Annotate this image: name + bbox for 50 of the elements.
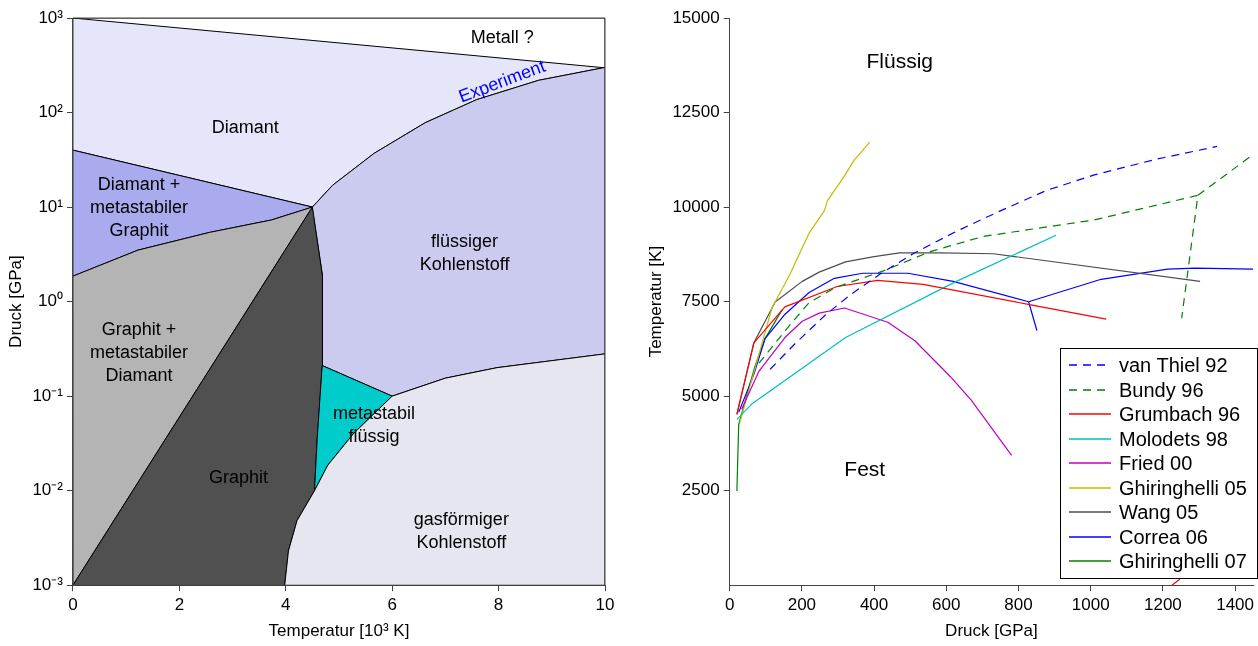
- x-tick-label: 1000: [1071, 595, 1110, 615]
- x-tick-label: 1400: [1216, 595, 1254, 615]
- legend-label: Grumbach 96: [1119, 402, 1241, 427]
- x-tick-label: 6: [387, 595, 397, 615]
- x-tick-label: 10: [595, 595, 615, 615]
- legend-label: Ghiringhelli 07: [1119, 549, 1247, 574]
- y-tick-label: 5000: [681, 385, 720, 405]
- annotation: Graphit + metastabiler Diamant: [89, 318, 188, 385]
- y-tick-label: 10⁰: [38, 291, 63, 311]
- y-tick-label: 10¹: [38, 196, 64, 216]
- legend-label: Molodets 98: [1119, 426, 1228, 452]
- y-tick-label: 10⁻³: [32, 574, 64, 594]
- annotation: gasförmiger Kohlenstoff: [413, 508, 509, 552]
- x-tick-label: 1200: [1143, 595, 1182, 615]
- y-tick-label: 7500: [681, 291, 720, 311]
- y-axis-title: Druck [GPa]: [5, 255, 25, 348]
- legend-label: Ghiringhelli 05: [1119, 475, 1247, 501]
- y-tick-label: 10⁻²: [32, 480, 64, 500]
- y-tick-label: 10²: [38, 102, 64, 122]
- y-tick-label: 10³: [38, 7, 64, 27]
- annotation: metastabil flüssig: [333, 403, 416, 447]
- x-tick-label: 200: [787, 595, 817, 615]
- x-tick-label: 800: [1004, 595, 1033, 615]
- x-tick-label: 2: [174, 595, 185, 615]
- legend-label: Correa 06: [1119, 524, 1208, 550]
- x-tick-label: 0: [68, 595, 78, 615]
- annotation: Diamant + metastabiler Graphit: [89, 173, 188, 240]
- legend-label: Wang 05: [1119, 500, 1199, 525]
- x-tick-label: 400: [859, 595, 889, 615]
- y-tick-label: 12500: [672, 102, 720, 122]
- x-tick-label: 4: [281, 595, 291, 615]
- legend-label: Bundy 96: [1119, 377, 1204, 403]
- y-tick-label: 10000: [672, 196, 720, 216]
- legend-label: Fried 00: [1119, 451, 1193, 476]
- legend-label: van Thiel 92: [1119, 353, 1228, 378]
- annotation: Graphit: [208, 466, 268, 487]
- x-axis-title: Druck [GPa]: [945, 621, 1038, 641]
- x-tick-label: 0: [724, 595, 735, 615]
- y-tick-label: 10⁻¹: [32, 385, 64, 405]
- x-axis-title: Temperatur [10³ K]: [268, 621, 410, 641]
- annotation: Fest: [844, 457, 886, 481]
- y-axis-title: Temperatur [K]: [645, 245, 665, 358]
- x-tick-label: 8: [493, 595, 504, 615]
- x-tick-label: 600: [932, 595, 961, 615]
- annotation: Flüssig: [866, 49, 934, 73]
- y-tick-label: 15000: [672, 7, 720, 27]
- annotation: Metall ?: [470, 27, 534, 48]
- annotation: Diamant: [211, 117, 279, 138]
- y-tick-label: 2500: [681, 480, 720, 500]
- annotation: flüssiger Kohlenstoff: [419, 230, 511, 274]
